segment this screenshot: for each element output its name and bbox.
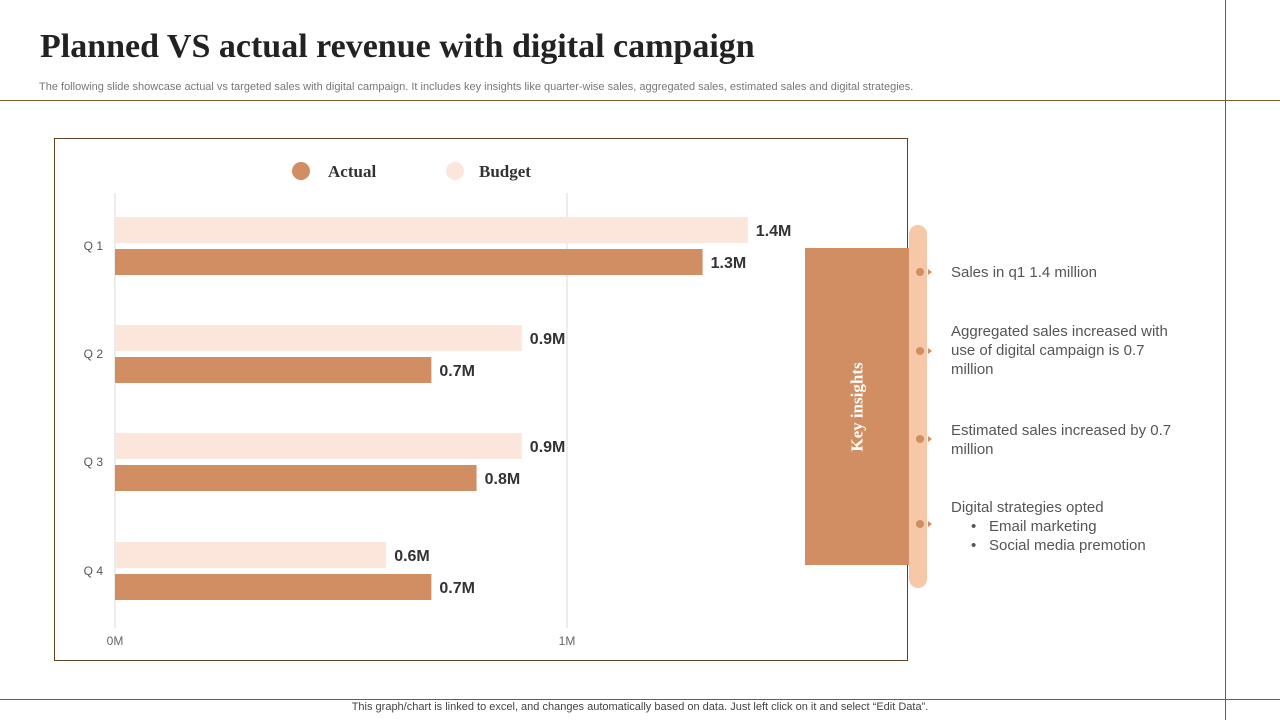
revenue-bar-chart[interactable]: 0M 1M Actual Budget Q 1 1.4M 1.3M Q 2 0.9M 0.7M Q … bbox=[54, 138, 906, 659]
x-tick-label: 0M bbox=[107, 634, 124, 648]
bar-actual bbox=[115, 574, 432, 600]
data-label: 0.9M bbox=[530, 439, 566, 456]
insight-marker-icon bbox=[914, 265, 934, 277]
bar-budget bbox=[115, 433, 522, 459]
strategy-list: Email marketing Social media premotion bbox=[951, 517, 1181, 555]
key-insights-label: Key insights bbox=[847, 361, 867, 452]
header-divider bbox=[0, 100, 1280, 101]
legend-label-actual: Actual bbox=[328, 162, 376, 181]
category-label: Q 2 bbox=[84, 347, 104, 361]
slide-subtitle: The following slide showcase actual vs t… bbox=[39, 81, 914, 93]
insight-item-1: Sales in q1 1.4 million bbox=[951, 264, 1097, 281]
data-label: 1.4M bbox=[756, 223, 792, 240]
data-label: 0.6M bbox=[394, 548, 430, 565]
data-label: 0.8M bbox=[485, 471, 521, 488]
bar-budget bbox=[115, 542, 387, 568]
bar-budget bbox=[115, 325, 522, 351]
category-label: Q 3 bbox=[84, 455, 104, 469]
slide-title: Planned VS actual revenue with digital c… bbox=[40, 28, 755, 65]
bar-actual bbox=[115, 357, 432, 383]
legend-marker-budget bbox=[446, 162, 464, 180]
insight-marker-icon bbox=[914, 517, 934, 529]
insight-item-2: Aggregated sales increased with use of d… bbox=[951, 323, 1168, 378]
data-label: 1.3M bbox=[711, 255, 747, 272]
vertical-divider bbox=[1225, 0, 1226, 720]
insight-item-4: Digital strategies opted Email marketing… bbox=[951, 498, 1181, 555]
key-insights-panel bbox=[805, 248, 910, 565]
insight-marker-icon bbox=[914, 344, 934, 356]
insight-marker-icon bbox=[914, 432, 934, 444]
x-tick-label: 1M bbox=[559, 634, 576, 648]
strategy-item: Social media premotion bbox=[971, 536, 1181, 555]
footer-divider bbox=[0, 699, 1280, 700]
data-label: 0.9M bbox=[530, 331, 566, 348]
category-label: Q 1 bbox=[84, 239, 104, 253]
bar-actual bbox=[115, 249, 703, 275]
category-label: Q 4 bbox=[84, 564, 104, 578]
strategy-item: Email marketing bbox=[971, 517, 1181, 536]
data-label: 0.7M bbox=[439, 363, 475, 380]
data-label: 0.7M bbox=[439, 580, 475, 597]
footer-note: This graph/chart is linked to excel, and… bbox=[351, 701, 929, 713]
key-insights-label-wrap: Key insights bbox=[805, 248, 910, 565]
insight-item-4-text: Digital strategies opted bbox=[951, 499, 1104, 516]
legend-marker-actual bbox=[292, 162, 310, 180]
legend-label-budget: Budget bbox=[479, 162, 531, 181]
insight-item-3: Estimated sales increased by 0.7 million bbox=[951, 422, 1172, 458]
bar-actual bbox=[115, 465, 477, 491]
insights-timeline-bar bbox=[909, 225, 927, 588]
bar-budget bbox=[115, 217, 748, 243]
